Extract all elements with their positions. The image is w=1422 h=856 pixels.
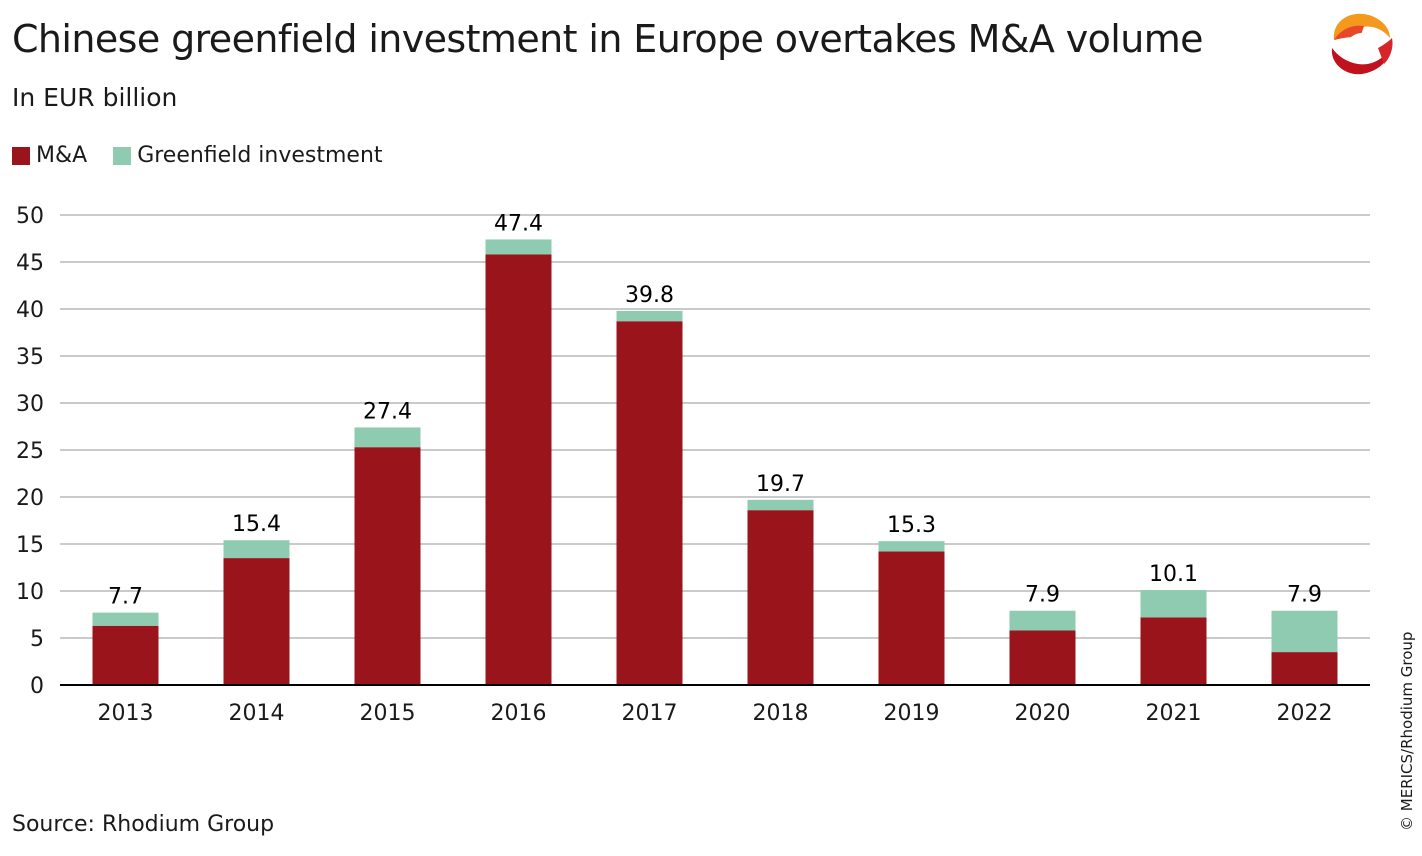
x-tick-label: 2016: [491, 701, 547, 726]
bar-ma: [747, 510, 814, 685]
x-tick-label: 2015: [360, 701, 416, 726]
bar-greenfield: [92, 612, 159, 626]
y-tick-label: 50: [16, 204, 44, 229]
bar-ma: [92, 625, 159, 685]
legend-item-ma: M&A: [12, 141, 87, 171]
chart-title: Chinese greenfield investment in Europe …: [12, 17, 1204, 61]
legend-label-ma: M&A: [36, 143, 88, 168]
total-label: 15.4: [232, 512, 281, 537]
bar-greenfield: [747, 499, 814, 511]
bar-ma: [1271, 652, 1338, 685]
legend-swatch-ma: [12, 147, 30, 165]
y-tick-label: 0: [30, 674, 44, 699]
source-note: Source: Rhodium Group: [12, 812, 275, 837]
bar-ma: [223, 558, 290, 685]
y-tick-label: 5: [30, 627, 44, 652]
legend-swatch-greenfield: [113, 147, 132, 165]
y-tick-label: 15: [16, 533, 44, 558]
chart-subtitle: In EUR billion: [12, 83, 178, 112]
bar-ma: [354, 447, 421, 685]
bar-greenfield: [354, 427, 421, 448]
total-label: 7.7: [108, 585, 143, 610]
chart-legend: M&A Greenfield investment: [12, 141, 409, 171]
bar-ma: [878, 551, 945, 685]
bar-ma: [616, 321, 683, 685]
bar-greenfield: [1271, 610, 1338, 653]
total-label: 39.8: [625, 283, 674, 308]
y-axis-ticks: 0 5 10 15 20 25 30 35 40 45 50: [16, 204, 44, 699]
bar-ma: [485, 254, 552, 686]
x-tick-label: 2022: [1277, 701, 1333, 726]
y-tick-label: 35: [16, 345, 44, 370]
merics-logo-icon: [1331, 13, 1393, 75]
total-label: 7.9: [1025, 583, 1060, 608]
x-tick-label: 2013: [98, 701, 154, 726]
bar-ma: [1140, 617, 1207, 685]
bar-greenfield: [1009, 610, 1076, 631]
x-tick-label: 2021: [1146, 701, 1202, 726]
y-tick-label: 20: [16, 486, 44, 511]
total-label: 27.4: [363, 399, 412, 424]
total-label: 47.4: [494, 211, 543, 236]
total-label: 15.3: [887, 513, 936, 538]
data-labels: 7.7 15.4 27.4 47.4 39.8 19.7 15.3 7.9 10.1 7.9: [108, 211, 1322, 609]
copyright-credit: © MERICS/Rhodium Group: [1398, 631, 1416, 831]
bar-ma: [1009, 630, 1076, 685]
total-label: 19.7: [756, 472, 805, 497]
x-tick-label: 2020: [1015, 701, 1071, 726]
bars: [92, 239, 1338, 686]
y-tick-label: 25: [16, 439, 44, 464]
bar-greenfield: [878, 541, 945, 552]
x-tick-label: 2017: [622, 701, 678, 726]
legend-label-greenfield: Greenfield investment: [137, 143, 383, 168]
y-tick-label: 10: [16, 580, 44, 605]
legend-item-greenfield: Greenfield investment: [113, 141, 383, 171]
total-label: 10.1: [1149, 562, 1198, 587]
bar-greenfield: [1140, 590, 1207, 618]
y-tick-label: 30: [16, 392, 44, 417]
bar-greenfield: [485, 239, 552, 255]
bar-greenfield: [616, 310, 683, 322]
y-tick-label: 45: [16, 251, 44, 276]
x-tick-label: 2018: [753, 701, 809, 726]
x-tick-label: 2014: [229, 701, 285, 726]
y-tick-label: 40: [16, 298, 44, 323]
x-tick-label: 2019: [884, 701, 940, 726]
total-label: 7.9: [1287, 583, 1322, 608]
bar-greenfield: [223, 540, 290, 559]
x-axis-ticks: 2013 2014 2015 2016 2017 2018 2019 2020 2021 2022: [98, 701, 1333, 726]
